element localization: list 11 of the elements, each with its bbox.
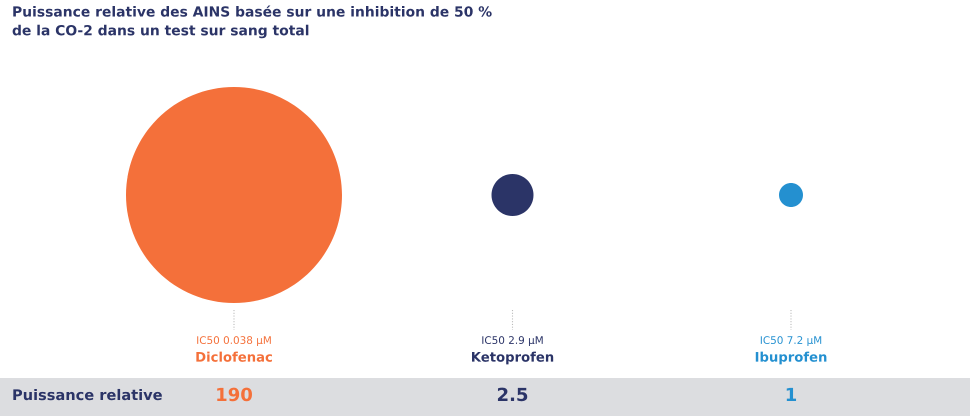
text: IC50 0.038 µM: [197, 336, 271, 346]
text: IC50 7.2 µM: [760, 336, 822, 346]
category-label: Diclofenac: [196, 352, 272, 362]
text: IC50 2.9 µM: [482, 336, 543, 346]
data-label: 2.5: [498, 388, 528, 402]
text: Puissance relative: [13, 388, 162, 400]
data-label: 190: [217, 388, 252, 402]
text: Puissance relative des AINS basée sur une inhibition de 50 % de la CO-2 dans un test sur sang total: [12, 5, 492, 38]
data-label: 1: [786, 388, 796, 401]
category-label: Ibuprofen: [756, 352, 826, 364]
category-label: Ketoprofen: [472, 352, 554, 364]
